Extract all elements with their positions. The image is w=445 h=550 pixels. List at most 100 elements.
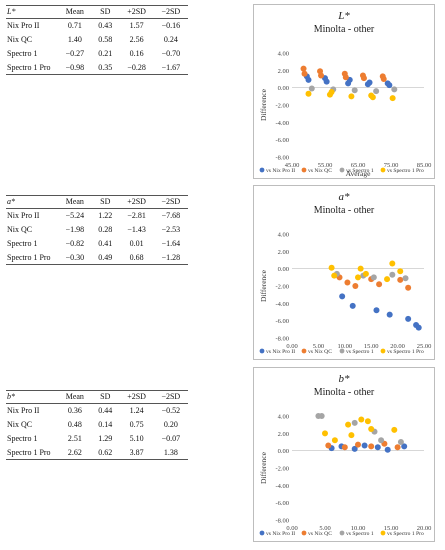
legend-label: vs Nix Pro II bbox=[266, 168, 295, 174]
y-tick-label: 4.00 bbox=[278, 232, 289, 239]
table-cell: 0.35 bbox=[91, 60, 120, 75]
x-tick-label: 0.00 bbox=[286, 525, 297, 532]
table-cell: −0.28 bbox=[119, 60, 154, 75]
data-point bbox=[308, 85, 315, 92]
table-variable-header: a* bbox=[6, 195, 59, 209]
y-tick-label: -8.00 bbox=[275, 155, 289, 162]
table-cell: 0.24 bbox=[163, 35, 178, 44]
x-tick-label: 75.00 bbox=[384, 162, 399, 169]
data-point bbox=[368, 443, 375, 450]
y-tick-label: 2.00 bbox=[278, 249, 289, 256]
data-point bbox=[386, 311, 393, 318]
table-cell: −1.67 bbox=[153, 60, 188, 75]
data-point bbox=[397, 276, 404, 283]
table-cell: 0.20 bbox=[163, 420, 178, 429]
chart-subtitle: Minolta - other bbox=[314, 205, 375, 216]
table-row-label: Nix Pro II bbox=[7, 211, 40, 221]
table-cell: 2.56 bbox=[129, 35, 144, 44]
table-cell: −1.98 bbox=[65, 225, 85, 234]
chart-b: b* Minolta - other 4.00 2.00 0.00 -2.00 -4.00 -… bbox=[253, 367, 435, 542]
table-cell: 1.57 bbox=[129, 21, 144, 31]
table-column-header: SD bbox=[91, 195, 120, 209]
y-axis-label: Difference bbox=[259, 269, 268, 302]
data-point bbox=[391, 86, 398, 93]
chart-subtitle: Minolta - other bbox=[314, 24, 375, 35]
data-point bbox=[362, 270, 369, 277]
table-cell: 0.58 bbox=[98, 35, 113, 44]
table-column-header: −2SD bbox=[153, 5, 188, 19]
legend-label: vs Nix Pro II bbox=[266, 349, 295, 355]
data-point bbox=[331, 272, 338, 279]
y-tick-label: 0.00 bbox=[278, 85, 289, 92]
legend-marker bbox=[259, 348, 265, 354]
x-tick-label: 10.00 bbox=[351, 525, 366, 532]
legend-label: vs Spectro 1 bbox=[346, 531, 374, 537]
data-point bbox=[389, 95, 396, 102]
y-tick-label: 0.00 bbox=[278, 266, 289, 273]
x-axis-label: Average bbox=[346, 169, 372, 178]
table-cell: 0.16 bbox=[129, 49, 144, 58]
y-tick-label: -4.00 bbox=[275, 120, 289, 127]
table-column-header: −2SD bbox=[153, 390, 188, 404]
table-row-label: Spectro 1 Pro bbox=[6, 250, 59, 265]
table-row: Spectro 1 Pro 2.62 0.62 3.87 1.38 bbox=[6, 445, 188, 460]
data-point bbox=[345, 80, 352, 87]
data-point bbox=[378, 437, 385, 444]
data-point bbox=[300, 65, 307, 72]
table-cell: −0.70 bbox=[161, 49, 181, 58]
table-cell: 1.22 bbox=[98, 211, 113, 221]
legend-marker bbox=[259, 530, 265, 536]
table-row-label: Spectro 1 bbox=[7, 239, 38, 248]
table-cell: −1.64 bbox=[161, 239, 181, 248]
legend-marker bbox=[380, 167, 386, 173]
x-tick-label: 15.00 bbox=[364, 343, 379, 350]
data-point bbox=[360, 75, 367, 82]
data-point bbox=[305, 90, 312, 97]
y-tick-label: 4.00 bbox=[278, 414, 289, 421]
table-variable-header: b* bbox=[6, 390, 59, 404]
table-row-label: Nix QC bbox=[7, 420, 33, 429]
stats-table-l: L* Mean SD +2SD −2SD Nix Pro II 0.71 0.43 1.57 −0… bbox=[6, 5, 188, 75]
x-tick-label: 5.00 bbox=[319, 525, 330, 532]
chart-subtitle: Minolta - other bbox=[314, 387, 375, 398]
data-point bbox=[301, 70, 308, 77]
table-cell: 2.51 bbox=[67, 434, 82, 443]
table-row-label: Spectro 1 Pro bbox=[6, 60, 59, 75]
table-cell: 0.48 bbox=[67, 420, 82, 429]
data-point bbox=[328, 264, 335, 271]
data-point bbox=[345, 421, 352, 428]
table-column-header: −2SD bbox=[153, 195, 188, 209]
legend-label: vs Spectro 1 bbox=[346, 349, 374, 355]
table-row: Spectro 1 2.51 1.29 5.10 −0.07 bbox=[6, 432, 188, 446]
data-point bbox=[339, 293, 346, 300]
data-point bbox=[318, 72, 325, 79]
table-column-header: Mean bbox=[58, 5, 92, 19]
legend-marker bbox=[339, 167, 345, 173]
data-point bbox=[374, 444, 381, 451]
data-point bbox=[358, 416, 365, 423]
chart-l-svg: L* Minolta - other 4.00 2.00 0.00 -2.00 -4.00 -… bbox=[259, 10, 431, 178]
table-row-label: Nix QC bbox=[7, 35, 33, 44]
table-cell: −5.24 bbox=[65, 211, 85, 221]
table-cell: 0.62 bbox=[91, 445, 120, 460]
table-row-label: Spectro 1 bbox=[7, 49, 38, 58]
x-tick-label: 65.00 bbox=[351, 162, 366, 169]
data-point bbox=[323, 78, 330, 85]
x-tick-label: 5.00 bbox=[313, 343, 324, 350]
table-row: Nix Pro II 0.36 0.44 1.24 −0.52 bbox=[6, 404, 188, 418]
data-point bbox=[351, 87, 358, 94]
data-point bbox=[368, 426, 375, 432]
legend-marker bbox=[339, 530, 345, 536]
data-point bbox=[397, 268, 404, 275]
legend-label: vs Nix QC bbox=[308, 168, 332, 174]
x-tick-label: 10.00 bbox=[337, 343, 352, 350]
data-point bbox=[341, 444, 348, 451]
chart-l: L* Minolta - other 4.00 2.00 0.00 -2.00 -4.00 -… bbox=[253, 4, 435, 179]
table-cell: 0.41 bbox=[98, 239, 113, 248]
table-row-label: Nix Pro II bbox=[7, 21, 40, 31]
y-tick-label: -8.00 bbox=[275, 336, 289, 343]
y-tick-label: 2.00 bbox=[278, 68, 289, 75]
table-row: Nix QC 0.48 0.14 0.75 0.20 bbox=[6, 418, 188, 432]
table-row-label: Spectro 1 Pro bbox=[6, 445, 59, 460]
y-tick-label: -8.00 bbox=[275, 518, 289, 525]
